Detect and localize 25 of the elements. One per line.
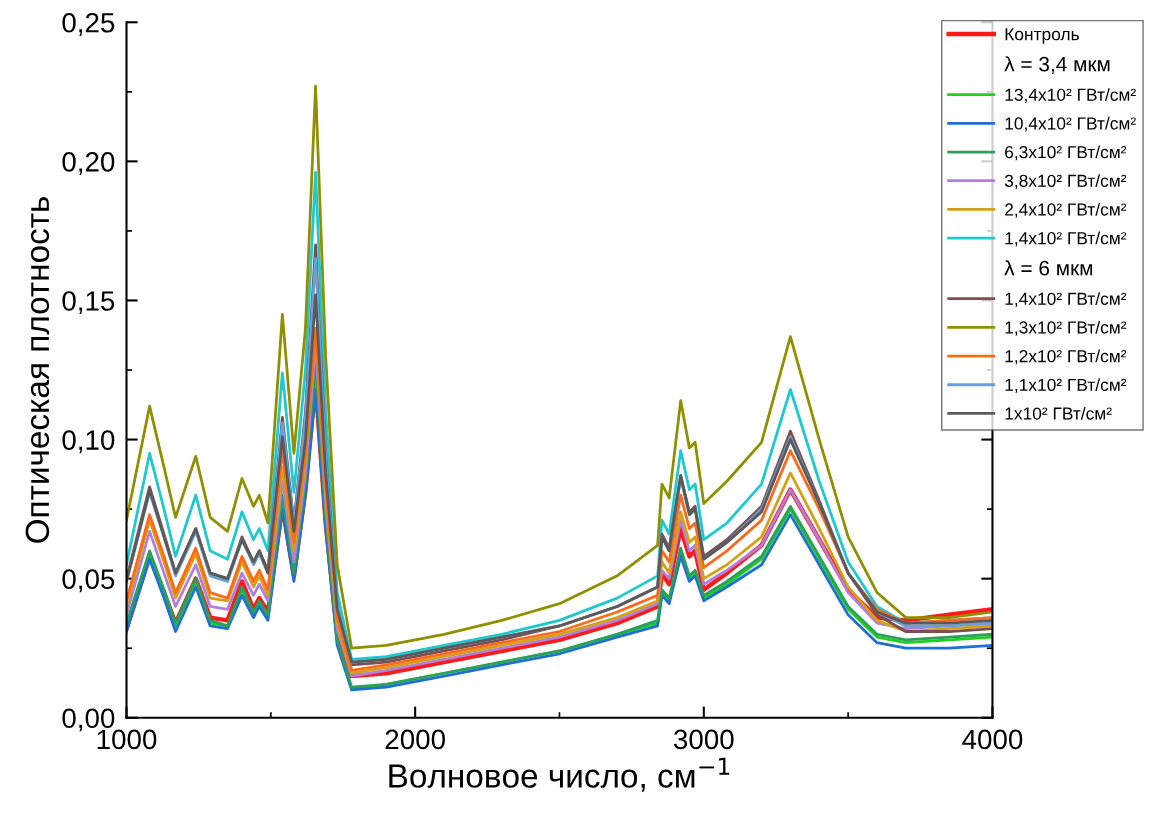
x-tick-label: 4000: [962, 729, 1023, 750]
x-tick-label: 3000: [673, 729, 734, 750]
y-tick-label: 0,25: [62, 12, 115, 36]
text: λ = 3,4 мкм: [1004, 56, 1110, 75]
y-axis-title: Оптическая плотность: [25, 196, 50, 543]
x-axis-title: Волновое число, см$^{−1}$: [389, 757, 730, 792]
legend-label: 1,4x10² ГВт/см²: [1005, 292, 1127, 307]
legend-label: Контроль: [1005, 28, 1079, 44]
line-series: [126, 84, 993, 650]
legend-label: 3,8x10² ГВт/см²: [1004, 174, 1127, 190]
legend-label: 1,4x10² ГВт/см²: [1005, 231, 1127, 247]
text: λ = 6 мкм: [1004, 260, 1093, 276]
y-tick-label: 0,10: [62, 430, 115, 454]
legend-label: 1,1x10² ГВт/см²: [1005, 378, 1127, 394]
y-tick-label: 0,05: [62, 569, 115, 593]
legend-label: 10,4x10² ГВт/см²: [1005, 116, 1136, 132]
legend-label: 13,4x10² ГВт/см²: [1005, 88, 1136, 103]
legend-label: 2,4x10² ГВт/см²: [1005, 202, 1127, 218]
legend-label: 6,3x10² ГВт/см²: [1005, 145, 1127, 161]
legend-label: 1,3x10² ГВт/см²: [1005, 320, 1127, 336]
y-tick-label: 0,20: [62, 152, 115, 175]
legend-label: 1x10² ГВт/см²: [1005, 406, 1112, 420]
legend-label: 1,2x10² ГВт/см²: [1005, 349, 1127, 365]
y-tick-label: 0,15: [62, 291, 115, 315]
x-tick-label: 2000: [385, 729, 445, 750]
